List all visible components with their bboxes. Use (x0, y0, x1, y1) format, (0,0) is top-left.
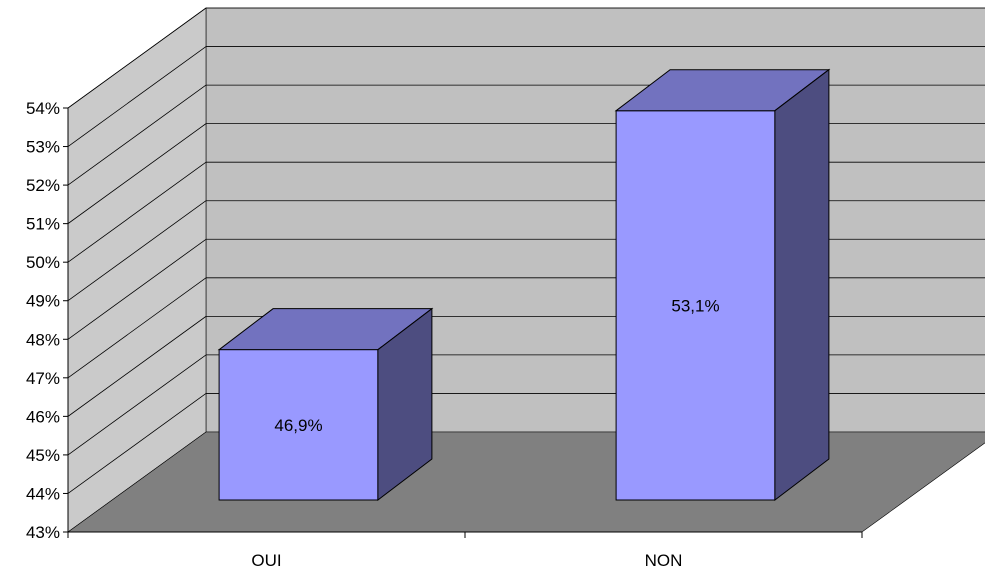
y-tick-label: 54% (26, 99, 60, 118)
gridline-side (67, 84, 207, 186)
y-tick-label: 43% (26, 523, 60, 542)
gridline-side (67, 46, 207, 147)
gridline-side (67, 316, 207, 417)
axes (63, 107, 863, 538)
x-tick-label: NON (645, 551, 683, 570)
gridline-side (67, 161, 207, 263)
gridline-side (67, 7, 207, 109)
bar-non (614, 68, 831, 502)
gridline-side (67, 277, 207, 379)
y-tick-label: 53% (26, 138, 60, 157)
gridline-side (67, 200, 207, 302)
bar-oui (217, 307, 434, 502)
x-tick-label: OUI (251, 551, 281, 570)
gridline-side (67, 238, 207, 340)
y-tick-label: 45% (26, 446, 60, 465)
y-tick-label: 47% (26, 369, 60, 388)
data-label: 53,1% (671, 296, 719, 315)
y-tick-label: 44% (26, 484, 60, 503)
labels: 43% 44% 45% 46% 47% 48% 49% 50% 51% 52% 53% 54% 46,9… (26, 99, 720, 570)
data-label: 46,9% (274, 416, 322, 435)
y-tick-label: 50% (26, 253, 60, 272)
chart-walls (67, 7, 985, 533)
floor (67, 431, 985, 533)
y-tick-label: 48% (26, 330, 60, 349)
y-tick-label: 46% (26, 407, 60, 426)
gridline-side (67, 354, 207, 456)
gridline-side (67, 123, 207, 224)
gridline-side (67, 393, 207, 494)
y-tick-label: 51% (26, 215, 60, 234)
bar-side-face (774, 68, 830, 502)
y-tick-label: 49% (26, 292, 60, 311)
bar-side-face (377, 307, 433, 502)
y-tick-label: 52% (26, 176, 60, 195)
bars (217, 68, 831, 502)
